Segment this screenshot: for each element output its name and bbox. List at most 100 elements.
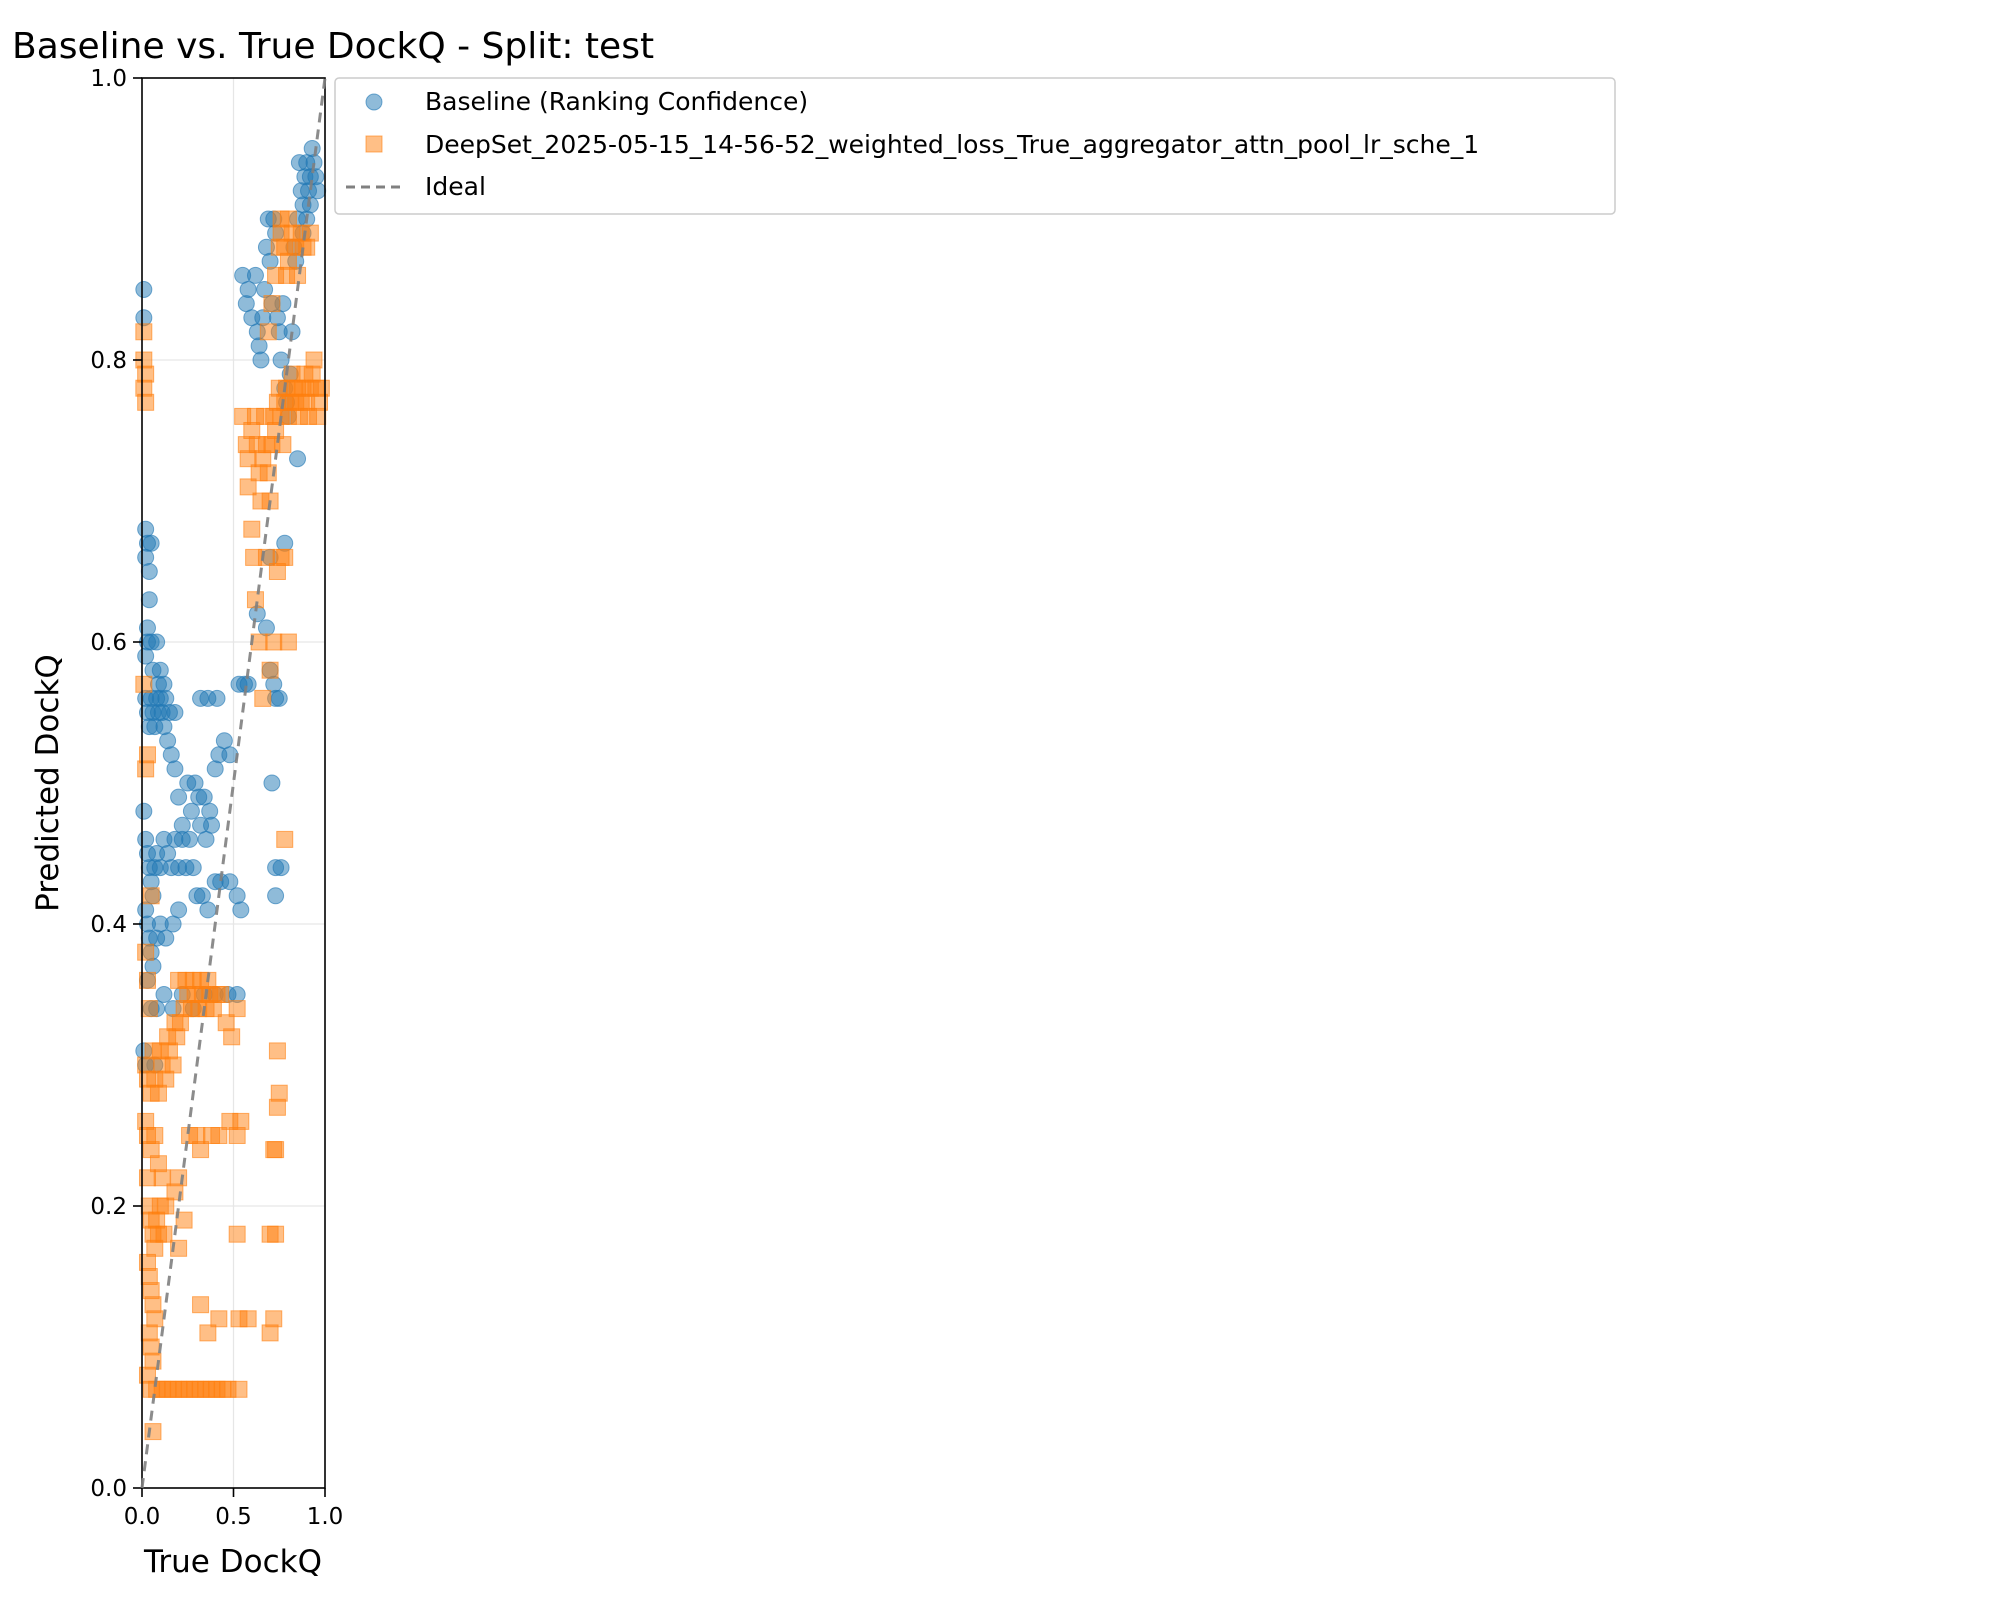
deepset-point xyxy=(254,689,272,707)
deepset-point xyxy=(144,1042,162,1060)
y-tick-label: 0.0 xyxy=(90,1476,127,1502)
deepset-point xyxy=(279,633,297,651)
deepset-point xyxy=(223,1028,241,1046)
deepset-point xyxy=(239,478,257,496)
deepset-point xyxy=(149,1155,167,1173)
deepset-point xyxy=(267,1141,285,1159)
baseline-point xyxy=(232,901,250,919)
deepset-point xyxy=(228,1000,246,1018)
deepset-point xyxy=(166,1014,184,1032)
x-tick-label: 1.0 xyxy=(307,1504,344,1530)
deepset-point xyxy=(140,1000,158,1018)
baseline-point xyxy=(215,732,233,750)
baseline-point xyxy=(193,887,211,905)
deepset-point xyxy=(265,633,283,651)
x-tick-label: 0.5 xyxy=(215,1504,252,1530)
legend-deepset-marker xyxy=(365,135,383,153)
baseline-point xyxy=(140,563,158,580)
chart-title: Baseline vs. True DockQ - Split: test xyxy=(12,26,654,67)
y-tick-label: 0.6 xyxy=(90,630,127,656)
deepset-point xyxy=(301,224,319,242)
legend: Baseline (Ranking Confidence) DeepSet_20… xyxy=(334,77,1616,215)
baseline-point xyxy=(155,718,173,736)
baseline-point xyxy=(155,986,173,1003)
baseline-point xyxy=(170,788,188,806)
baseline-point xyxy=(263,774,281,792)
deepset-point xyxy=(210,1310,228,1328)
deepset-point xyxy=(137,943,155,961)
baseline-point xyxy=(303,140,321,157)
legend-deepset-label: DeepSet_2025-05-15_14-56-52_weighted_los… xyxy=(425,130,1479,159)
baseline-point xyxy=(199,901,217,919)
deepset-point xyxy=(199,1324,217,1342)
baseline-point xyxy=(270,689,288,707)
baseline-point xyxy=(153,704,171,721)
baseline-point xyxy=(137,520,155,538)
baseline-point xyxy=(151,661,169,679)
baseline-point xyxy=(228,887,246,905)
x-axis-ticks: 0.0 0.5 1.0 xyxy=(124,1488,344,1530)
baseline-point xyxy=(137,647,155,665)
baseline-point xyxy=(289,450,307,468)
baseline-point xyxy=(140,591,158,609)
y-tick-label: 0.2 xyxy=(90,1194,127,1220)
baseline-point xyxy=(181,830,199,848)
deepset-point xyxy=(268,1098,286,1116)
baseline-point xyxy=(182,802,200,820)
baseline-point xyxy=(173,816,191,834)
baseline-point xyxy=(272,859,290,877)
baseline-point xyxy=(137,548,155,566)
baseline-point xyxy=(276,534,294,552)
baseline-point xyxy=(301,196,319,214)
deepset-point xyxy=(137,760,155,778)
baseline-point xyxy=(135,281,153,298)
deepset-point xyxy=(175,1211,193,1229)
legend-ideal-label: Ideal xyxy=(425,172,486,201)
deepset-point xyxy=(146,1127,164,1144)
baseline-point xyxy=(237,295,255,313)
y-axis-ticks: 0.0 0.2 0.4 0.6 0.8 1.0 xyxy=(90,66,142,1502)
deepset-point xyxy=(239,1310,257,1328)
baseline-point xyxy=(239,281,257,298)
baseline-point xyxy=(195,788,213,806)
baseline-point xyxy=(135,802,153,820)
deepset-point xyxy=(192,1141,210,1159)
baseline-point xyxy=(267,887,285,905)
legend-box xyxy=(334,77,1616,215)
baseline-point xyxy=(203,816,221,834)
deepset-point xyxy=(276,548,294,566)
baseline-point xyxy=(221,873,239,891)
baseline-point xyxy=(162,746,180,764)
deepset-point xyxy=(279,210,297,228)
y-tick-label: 0.4 xyxy=(90,912,127,938)
deepset-point xyxy=(259,464,277,482)
deepset-point xyxy=(210,1127,228,1144)
deepset-point xyxy=(138,971,156,989)
deepset-point xyxy=(138,746,156,764)
deepset-point xyxy=(230,1380,248,1398)
baseline-point xyxy=(151,689,169,707)
deepset-point xyxy=(212,986,230,1003)
baseline-point xyxy=(208,689,226,707)
legend-baseline-marker xyxy=(365,93,383,111)
baseline-point xyxy=(159,845,177,862)
series-deepset-points xyxy=(135,210,330,1441)
deepset-point xyxy=(142,887,160,905)
deepset-point xyxy=(267,1225,285,1243)
baseline-point xyxy=(166,760,184,778)
deepset-point xyxy=(151,1197,169,1215)
y-tick-label: 1.0 xyxy=(90,66,127,92)
baseline-point xyxy=(246,266,264,284)
deepset-point xyxy=(268,1042,286,1060)
x-axis-label: True DockQ xyxy=(143,1544,322,1580)
baseline-point xyxy=(206,760,224,778)
deepset-point xyxy=(138,1169,156,1187)
legend-baseline-label: Baseline (Ranking Confidence) xyxy=(425,87,808,116)
baseline-point xyxy=(157,929,175,947)
deepset-point xyxy=(228,1225,246,1243)
deepset-point xyxy=(192,1296,210,1314)
baseline-point xyxy=(201,802,219,820)
deepset-point xyxy=(232,1112,250,1130)
baseline-point xyxy=(252,351,270,369)
deepset-point xyxy=(259,323,277,341)
